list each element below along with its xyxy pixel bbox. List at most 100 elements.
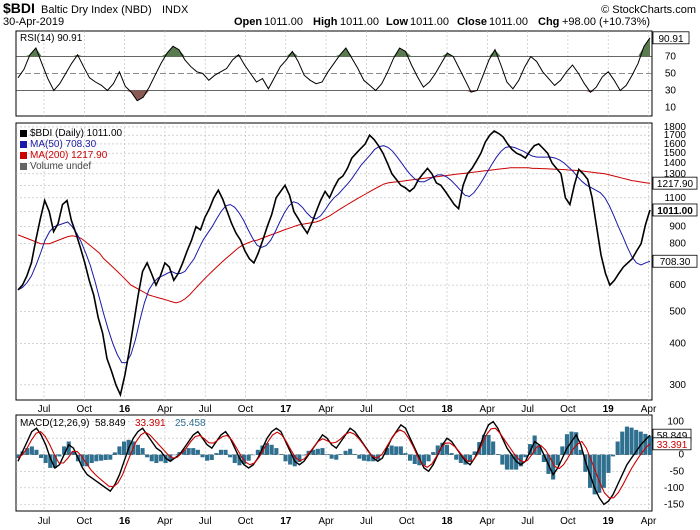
macd-histogram-bar — [29, 446, 34, 455]
macd-histogram-bar — [334, 454, 339, 460]
price-tick-label: 1300 — [664, 169, 687, 180]
legend-signal-value: 33.391 — [135, 418, 166, 429]
macd-tick-label: 0 — [678, 450, 684, 461]
macd-histogram-bar — [583, 454, 588, 472]
macd-histogram-bar — [154, 454, 159, 463]
macd-histogram-bar — [611, 454, 616, 457]
rsi-tick-label: 50 — [665, 69, 677, 80]
macd-histogram-bar — [85, 454, 90, 467]
macd-histogram-bar — [597, 454, 602, 493]
price-tick-label: 1500 — [664, 148, 687, 159]
price-tick-label: 1700 — [664, 130, 687, 141]
ma200-line — [17, 167, 651, 304]
macd-histogram-bar — [62, 446, 67, 455]
macd-histogram-bar — [551, 454, 556, 480]
macd-histogram-bar — [149, 454, 154, 462]
x-tick-label-macd: Jul — [521, 516, 534, 527]
signal-last-value: 33.391 — [657, 440, 688, 451]
macd-histogram-bar — [343, 450, 348, 455]
macd-histogram-bar — [246, 454, 251, 461]
macd-histogram-bar — [200, 454, 205, 458]
rsi-line — [17, 37, 651, 102]
price-legend: $BDI (Daily) 1011.00 MA(50) 708.30 MA(20… — [30, 128, 123, 172]
macd-histogram-bar — [209, 454, 214, 460]
axis-layer: Jul Jul Oct Oct 16 16 Apr Apr Jul Jul Oct Oct 17 17 Ap… — [38, 31, 698, 527]
x-tick-label-macd: 17 — [280, 516, 292, 527]
x-tick-label-macd: Apr — [157, 516, 173, 527]
price-tick-label: 600 — [669, 280, 686, 291]
macd-histogram-bar — [528, 444, 533, 455]
rsi-tick-label: 30 — [665, 86, 677, 97]
rsi-overbought-fill — [18, 37, 650, 57]
header-open-label: Open — [234, 16, 262, 28]
legend-ma200-swatch — [20, 152, 27, 159]
ma50-last-value-badge — [652, 254, 698, 268]
macd-histogram-bar — [481, 434, 486, 455]
macd-histogram-bar — [52, 454, 57, 468]
macd-histogram-bar — [444, 444, 449, 455]
macd-histogram-bar — [269, 444, 274, 455]
price-tick-label: 1800 — [664, 122, 687, 133]
macd-histogram-bar — [177, 452, 182, 455]
macd-histogram-bar — [408, 454, 413, 461]
macd-histogram-bar — [458, 454, 463, 463]
header-name: Baltic Dry Index (NBD) — [41, 4, 152, 16]
macd-histogram-bar — [643, 433, 648, 455]
price-panel — [15, 122, 653, 401]
macd-histogram-bar — [195, 449, 200, 455]
header-date: 30-Apr-2019 — [3, 16, 64, 28]
header-low-value: 1011.00 — [410, 16, 449, 28]
macd-histogram-bar — [135, 444, 140, 455]
price-tick-label: 500 — [669, 306, 686, 317]
macd-histogram-bar — [48, 454, 53, 468]
x-tick-label-price: Oct — [560, 404, 576, 415]
macd-panel — [15, 414, 653, 512]
macd-histogram-bar — [412, 454, 417, 464]
legend-price-swatch — [20, 130, 27, 137]
macd-histogram-bar — [320, 448, 325, 455]
macd-line — [17, 420, 651, 506]
macd-histogram-bar — [468, 454, 473, 462]
macd-histogram-bar — [191, 448, 196, 455]
legend-ma50: MA(50) 708.30 — [30, 139, 97, 150]
macd-histogram-bar — [560, 446, 565, 455]
macd-histogram-bar — [315, 448, 320, 455]
x-tick-label-macd: Oct — [560, 516, 576, 527]
macd-histogram-bar — [338, 454, 343, 455]
macd-histogram-bar — [394, 446, 399, 455]
legend-price: $BDI (Daily) 1011.00 — [30, 128, 123, 139]
x-tick-label-macd: Oct — [238, 516, 254, 527]
macd-signal-line — [17, 427, 651, 499]
macd-histogram-bar — [57, 454, 62, 457]
x-tick-label-macd: Oct — [77, 516, 93, 527]
macd-histogram-bar — [509, 454, 514, 470]
header-exchange: INDX — [162, 4, 189, 16]
macd-tick-label: -150 — [664, 499, 684, 510]
macd-histogram-bar — [421, 454, 426, 466]
macd-histogram-bar — [80, 454, 85, 467]
macd-histogram-bar — [237, 454, 242, 466]
macd-histogram-bar — [34, 449, 39, 455]
macd-histogram-bar — [122, 441, 127, 455]
macd-histogram-bar — [366, 454, 371, 462]
x-tick-label-price: Jul — [38, 404, 51, 415]
macd-histogram-bar — [108, 454, 113, 460]
macd-histogram-bar — [638, 431, 643, 455]
macd-histogram-bar — [94, 454, 99, 462]
price-tick-label: 300 — [669, 380, 686, 391]
macd-histogram-bar — [403, 453, 408, 455]
price-tick-label: 800 — [669, 239, 686, 250]
rsi-layer — [16, 37, 652, 102]
price-layer — [17, 130, 651, 398]
macd-histogram-bar — [541, 454, 546, 462]
macd-histogram-bar — [43, 454, 48, 463]
x-tick-label-price: 16 — [119, 404, 131, 415]
x-tick-label-price: Jul — [521, 404, 534, 415]
legend-macd-label: MACD(12,26,9) — [20, 418, 89, 429]
x-tick-label-price: Apr — [480, 404, 496, 415]
price-tick-label: 400 — [669, 338, 686, 349]
macd-histogram-bar — [348, 448, 353, 455]
macd-histogram-bar — [278, 454, 283, 455]
macd-histogram-bar — [555, 454, 560, 466]
